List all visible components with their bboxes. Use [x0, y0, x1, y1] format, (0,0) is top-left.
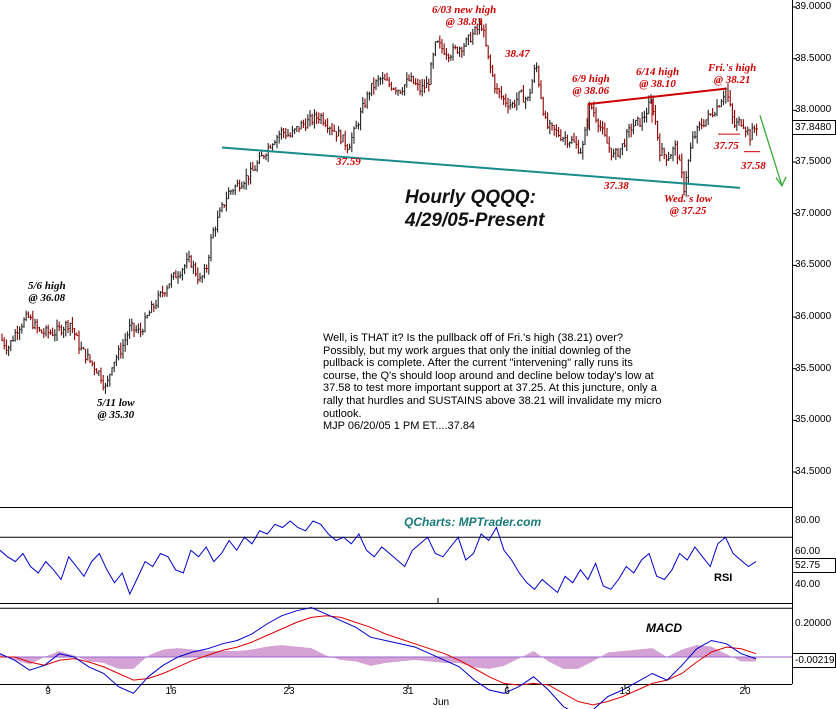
annotation-6-9-high: 6/9 high @ 38.06 — [572, 73, 610, 97]
macd-tick-0-2: 0.20000 — [795, 618, 832, 629]
x-tick-16: 16 — [165, 686, 177, 697]
annotation-wed-low: Wed.'s low @ 37.25 — [664, 193, 713, 217]
price-y-tick: 35.5000 — [795, 362, 832, 374]
last-price-box: 37.8480 — [792, 120, 836, 135]
annotation-new-high: 6/03 new high @ 38.83 — [432, 4, 497, 28]
x-tick-13: 13 — [619, 686, 631, 697]
price-bars — [1, 18, 758, 394]
chart-title: Hourly QQQQ: 4/29/05-Present — [405, 186, 544, 232]
chart-title-line1: Hourly QQQQ: — [405, 187, 536, 208]
trendline-0 — [221, 146, 741, 189]
annotation-38-47: 38.47 — [505, 48, 530, 60]
commentary-text: Well, is THAT it? Is the pullback off of… — [323, 332, 662, 420]
commentary-block: Well, is THAT it? Is the pullback off of… — [323, 332, 668, 433]
annotation-37-59: 37.59 — [336, 156, 361, 168]
price-y-tick: 36.5000 — [795, 259, 832, 271]
annotation-5-6-high: 5/6 high @ 36.08 — [28, 280, 66, 304]
brand-label: QCharts: MPTrader.com — [404, 515, 542, 529]
price-y-tick: 39.0000 — [795, 1, 832, 12]
x-axis-ticks — [47, 684, 746, 689]
annotation-37-58: 37.58 — [741, 160, 766, 172]
annotation-6-14-high: 6/14 high @ 38.10 — [636, 66, 680, 90]
x-tick-31: 31 — [402, 686, 414, 697]
rsi-label: RSI — [714, 572, 733, 584]
x-tick-23: 23 — [283, 686, 295, 697]
trendlines — [221, 87, 787, 189]
x-tick-9: 9 — [45, 686, 51, 697]
price-y-tick: 37.5000 — [795, 156, 832, 167]
rsi-tick-40: 40.00 — [795, 579, 821, 590]
macd-label: MACD — [646, 621, 682, 635]
rsi-tick-80: 80.00 — [795, 515, 821, 526]
price-y-tick: 38.5000 — [795, 52, 832, 64]
price-y-tick: 35.0000 — [795, 414, 832, 426]
x-tick-20: 20 — [739, 686, 751, 697]
rsi-panel — [0, 520, 792, 609]
trendline-1 — [587, 87, 727, 106]
annotation-fri-high: Fri.'s high @ 38.21 — [708, 62, 757, 86]
rsi-line — [0, 520, 757, 596]
annotation-5-11-low: 5/11 low @ 35.30 — [97, 397, 135, 421]
commentary-signature: MJP 06/20/05 1 PM ET....37.84 — [323, 420, 476, 433]
chart-subtitle: 4/29/05-Present — [405, 210, 545, 231]
macd-panel — [0, 606, 792, 709]
x-tick-6: 6 — [504, 686, 510, 697]
price-y-tick: 38.0000 — [795, 104, 832, 116]
rsi-tick-60: 60.00 — [795, 546, 821, 557]
rsi-last-value-box: 52.75 — [792, 558, 836, 573]
forecast-arrowhead — [775, 176, 787, 188]
price-y-tick: 34.5000 — [795, 466, 832, 477]
macd-last-value-box: -0.00219 — [792, 653, 836, 668]
annotation-37-38: 37.38 — [604, 180, 629, 192]
price-y-tick: 36.0000 — [795, 311, 832, 322]
macd-line — [0, 606, 757, 709]
forecast-arrow — [759, 115, 783, 186]
x-sublabel-jun: Jun — [432, 697, 450, 708]
macd-signal-line — [0, 615, 757, 706]
price-y-tick: 37.0000 — [795, 207, 832, 219]
y-axis-ticks — [792, 6, 797, 473]
annotation-37-75: 37.75 — [714, 140, 739, 152]
